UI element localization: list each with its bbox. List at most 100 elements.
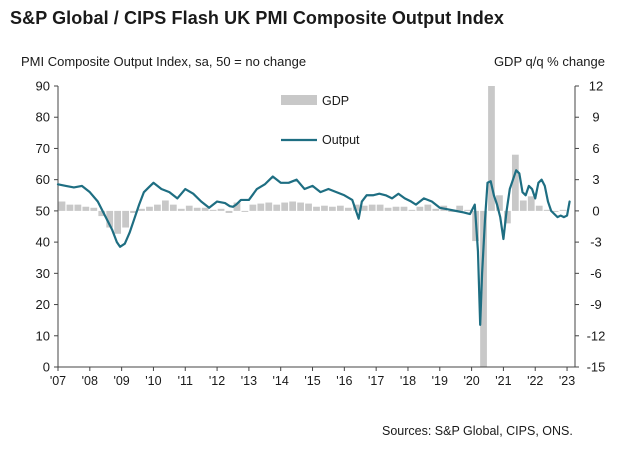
gdp-bar (543, 209, 551, 211)
gdp-bar (305, 203, 312, 211)
gdp-bar (408, 209, 416, 211)
x-tick-label: '19 (432, 374, 448, 388)
x-tick-label: '14 (273, 374, 289, 388)
y-tick-label-right: -6 (590, 266, 602, 281)
gdp-bar (138, 208, 145, 211)
gdp-bars (58, 86, 567, 367)
gdp-bar (241, 210, 249, 212)
gdp-bar (464, 209, 471, 211)
legend-gdp-label: GDP (322, 94, 349, 108)
gdp-bar (90, 207, 98, 211)
gdp-bar (74, 204, 82, 211)
chart-title: S&P Global / CIPS Flash UK PMI Composite… (10, 8, 505, 28)
y-tick-label-right: -9 (590, 297, 602, 312)
x-tick-label: '11 (178, 374, 193, 388)
gdp-bar (265, 202, 273, 211)
y-tick-label-right: 6 (592, 141, 599, 156)
gdp-bar (480, 210, 487, 367)
gdp-bar (154, 204, 161, 211)
gdp-bar (488, 86, 495, 211)
gdp-bar (169, 204, 177, 211)
x-tick-label: '20 (463, 374, 479, 388)
gdp-bar (336, 205, 344, 211)
gdp-bar (217, 208, 225, 211)
gdp-bar (432, 208, 440, 211)
gdp-bar (352, 204, 360, 211)
gdp-bar (424, 204, 432, 211)
legend-output-label: Output (322, 133, 360, 147)
gdp-bar (511, 154, 519, 211)
x-tick-label: '15 (304, 374, 320, 388)
y-tick-label-left: 70 (36, 141, 50, 156)
gdp-bar (321, 205, 328, 211)
gdp-bar (400, 206, 408, 211)
gdp-bar (384, 207, 392, 211)
gdp-bar (98, 210, 106, 217)
gdp-bar (162, 200, 169, 211)
gdp-bar (496, 195, 503, 211)
x-tick-label: '13 (241, 374, 257, 388)
gdp-bar (504, 210, 511, 224)
y-axis-right-label: GDP q/q % change (493, 54, 605, 69)
gdp-bar (273, 204, 281, 211)
gdp-bar (130, 210, 137, 213)
x-tick-label: '23 (559, 374, 575, 388)
y-tick-label-right: 3 (592, 172, 599, 187)
gdp-bar (177, 208, 185, 211)
y-tick-label-right: 0 (592, 203, 599, 218)
gdp-bar (257, 203, 265, 211)
gdp-bar (527, 196, 535, 211)
gdp-bar (146, 206, 153, 211)
x-tick-label: '10 (145, 374, 161, 388)
gdp-bar (360, 205, 368, 211)
gdp-bar (193, 207, 201, 211)
source-note: Sources: S&P Global, CIPS, ONS. (382, 424, 573, 438)
x-tick-label: '12 (209, 374, 225, 388)
x-tick-label: '21 (495, 374, 511, 388)
gdp-bar (289, 201, 297, 211)
y-axis-left-label: PMI Composite Output Index, sa, 50 = no … (21, 54, 307, 69)
y-tick-label-right: -12 (587, 328, 606, 343)
x-tick-label: '18 (400, 374, 416, 388)
gdp-bar (66, 204, 74, 211)
gdp-bar (297, 202, 304, 211)
x-tick-label: '16 (336, 374, 352, 388)
y-tick-label-right: -3 (590, 235, 602, 250)
y-tick-label-right: 9 (592, 110, 599, 125)
gdp-bar (368, 204, 376, 211)
gdp-bar (185, 205, 193, 211)
gdp-bar (233, 202, 241, 211)
y-tick-label-left: 50 (36, 203, 50, 218)
gdp-bar (448, 210, 456, 212)
y-tick-label-right: -15 (587, 360, 606, 375)
output-line (56, 169, 571, 326)
gdp-bar (456, 205, 464, 211)
legend-gdp-swatch (281, 95, 317, 105)
y-tick-label-left: 10 (36, 328, 50, 343)
y-tick-label-left: 20 (36, 297, 50, 312)
gdp-bar (209, 209, 217, 211)
y-tick-label-left: 0 (43, 360, 50, 375)
gdp-bar (392, 206, 400, 211)
x-tick-label: '17 (368, 374, 384, 388)
gdp-bar (281, 202, 289, 211)
gdp-bar (344, 207, 352, 211)
gdp-bar (329, 206, 336, 211)
gdp-bar (225, 210, 233, 213)
gdp-bar (313, 206, 320, 211)
gdp-bar (82, 206, 90, 211)
y-tick-label-left: 60 (36, 172, 50, 187)
gdp-bar (249, 204, 257, 211)
gdp-bar (201, 207, 209, 211)
y-tick-label-left: 90 (36, 79, 50, 94)
y-tick-label-right: 12 (589, 79, 603, 94)
gdp-bar (58, 201, 66, 211)
gdp-bar (122, 210, 129, 228)
y-tick-label-left: 30 (36, 266, 50, 281)
output-line-layer (56, 169, 571, 326)
gdp-bar (519, 200, 527, 211)
gdp-bar (416, 206, 424, 211)
legend: GDP Output (281, 94, 360, 147)
